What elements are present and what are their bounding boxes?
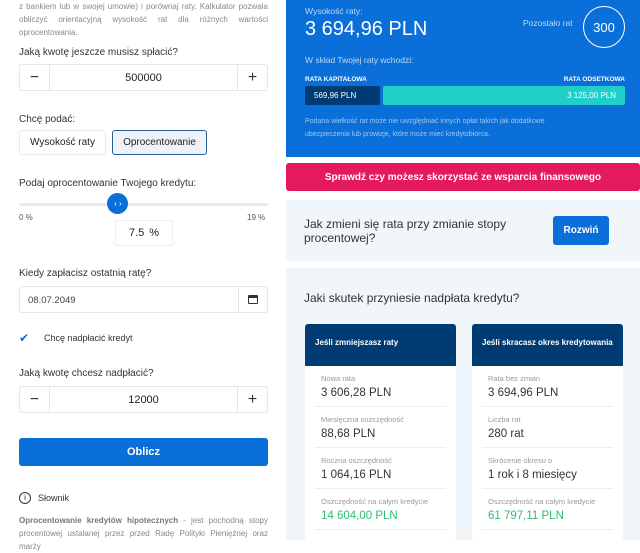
amount-label: Jaką kwotę jeszcze musisz spłacić? (19, 47, 178, 58)
rate-slider-track[interactable] (19, 203, 268, 206)
card-title: Jeśli zmniejszasz raty (305, 324, 456, 366)
glossary-term: Oprocentowanie kredytów hipotecznych (19, 516, 179, 525)
result-label: Liczba rat (488, 415, 521, 424)
date-label: Kiedy zapłacisz ostatnią ratę? (19, 268, 152, 279)
increment-button[interactable]: + (247, 390, 258, 408)
card-title: Jeśli skracasz okres kredytowania (472, 324, 623, 366)
increment-button[interactable]: + (247, 68, 258, 86)
capital-bar: 569,96 PLN (305, 86, 380, 105)
faq-rate-change: Jak zmieni się rata przy zmianie stopy p… (286, 200, 640, 261)
result-row: Oszczędność na całym kredycie 61 797,11 P… (482, 489, 613, 530)
date-value: 08.07.2049 (28, 295, 76, 306)
rate-value: 7.5 (128, 227, 145, 239)
chevrons-icon: ‹ › (114, 199, 122, 208)
decrement-button[interactable]: − (29, 68, 40, 86)
result-value: 61 797,11 PLN (488, 510, 564, 522)
result-label: Roczna oszczędność (321, 456, 392, 465)
date-input[interactable]: 08.07.2049 (19, 286, 268, 313)
remaining-label: Pozostało rat (523, 18, 573, 28)
faq-question: Jak zmieni się rata przy zmianie stopy p… (304, 217, 507, 245)
result-value: 14 604,00 PLN (321, 510, 398, 522)
result-row: Skrócenie okresu o 1 rok i 8 miesięcy (482, 448, 613, 489)
expand-button[interactable]: Rozwiń (553, 216, 609, 245)
result-value: 3 606,28 PLN (321, 387, 392, 399)
result-row: Miesięczna oszczędność 88,68 PLN (315, 407, 446, 448)
overpay-result-title: Jaki skutek przyniesie nadpłata kredytu? (304, 291, 520, 305)
result-label: Rata bez zmian (488, 374, 541, 383)
result-value: 88,68 PLN (321, 428, 376, 440)
result-label: Skrócenie okresu o (488, 456, 553, 465)
rate-slider-handle[interactable]: ‹ › (107, 193, 129, 214)
amount-input[interactable]: 500000 (49, 65, 238, 90)
rate-max: 19 % (247, 213, 266, 222)
installment-label: Wysokość raty: (305, 6, 363, 16)
overpay-checkbox-label[interactable]: Chcę nadpłacić kredyt (44, 333, 133, 343)
info-icon: i (19, 492, 31, 504)
composition-label: W skład Twojej raty wchodzi: (305, 55, 414, 65)
result-label: Oszczędność na całym kredycie (321, 497, 429, 506)
mode-label: Chcę podać: (19, 114, 76, 125)
intro-text: z bankiem lub w swojej umowie) i porówna… (19, 2, 268, 37)
disclaimer: Podana wielkość rat może nie uwzględniać… (305, 118, 545, 138)
result-row: Liczba rat 280 rat (482, 407, 613, 448)
calculate-button[interactable]: Oblicz (19, 438, 268, 466)
result-row: Nowa rata 3 606,28 PLN (315, 366, 446, 407)
rate-input[interactable]: 7.5% (115, 220, 173, 246)
overpay-label: Jaką kwotę chcesz nadpłacić? (19, 368, 154, 379)
mode-option-rate[interactable]: Oprocentowanie (112, 130, 207, 155)
result-row: Roczna oszczędność 1 064,16 PLN (315, 448, 446, 489)
amount-stepper: − 500000 + (19, 64, 268, 91)
decrement-button[interactable]: − (29, 390, 40, 408)
shorten-term-card: Jeśli skracasz okres kredytowania Rata b… (472, 324, 623, 540)
result-row: Rata bez zmian 3 694,96 PLN (482, 366, 613, 407)
reduce-installment-card: Jeśli zmniejszasz raty Nowa rata 3 606,28… (305, 324, 456, 540)
result-value: 3 694,96 PLN (488, 387, 559, 399)
interest-bar: 3 125,00 PLN (383, 86, 625, 105)
result-row: Oszczędność na całym kredycie 14 604,00 P… (315, 489, 446, 530)
glossary-title: Słownik (38, 493, 70, 503)
mode-option-installment[interactable]: Wysokość raty (19, 130, 106, 155)
rate-min: 0 % (19, 213, 33, 222)
calendar-icon[interactable] (238, 287, 267, 312)
result-value: 280 rat (488, 428, 524, 440)
result-label: Nowa rata (321, 374, 356, 383)
overpay-checkbox[interactable]: ✔ (19, 331, 30, 345)
overpay-stepper: − 12000 + (19, 386, 268, 413)
rate-unit: % (149, 227, 160, 239)
overpay-input[interactable]: 12000 (49, 387, 238, 412)
summary-panel: Wysokość raty: 3 694,96 PLN Pozostało ra… (286, 0, 640, 157)
glossary-text: Oprocentowanie kredytów hipotecznych - j… (19, 514, 268, 553)
rate-label: Podaj oprocentowanie Twojego kredytu: (19, 178, 197, 189)
result-value: 1 rok i 8 miesięcy (488, 469, 577, 481)
installment-value: 3 694,96 PLN (305, 18, 428, 40)
result-value: 1 064,16 PLN (321, 469, 392, 481)
financial-support-button[interactable]: Sprawdź czy możesz skorzystać ze wsparci… (286, 163, 640, 191)
result-label: Oszczędność na całym kredycie (488, 497, 596, 506)
interest-label: RATA ODSETKOWA (563, 76, 625, 83)
result-label: Miesięczna oszczędność (321, 415, 404, 424)
remaining-badge: 300 (583, 6, 625, 48)
capital-label: RATA KAPITAŁOWA (305, 76, 367, 83)
